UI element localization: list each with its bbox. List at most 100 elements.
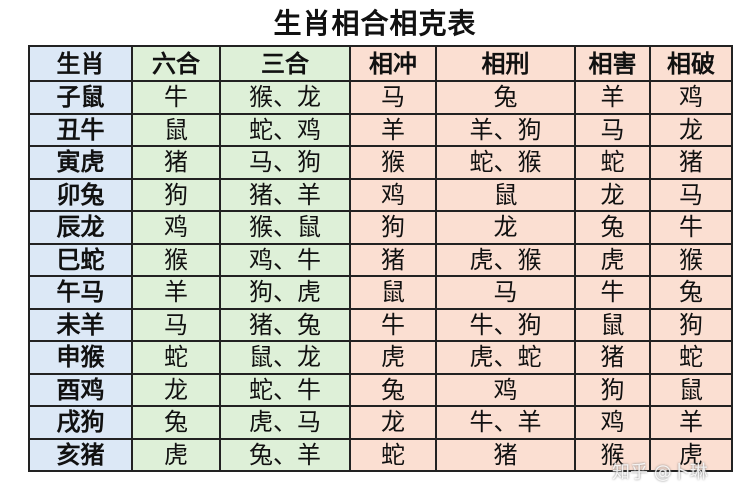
table-cell: 牛、羊 (435, 405, 576, 440)
zodiac-cell: 午马 (28, 275, 133, 310)
zodiac-compatibility-table: 生肖 六合 三合 相冲 相刑 相害 相破 子鼠牛猴、龙马兔羊鸡丑牛鼠蛇、鸡羊羊、狗马龙寅虎猪… (28, 45, 733, 472)
table-cell: 虎、猴 (435, 242, 576, 277)
table-cell: 狗 (649, 307, 733, 342)
table-row: 未羊马猪、兔牛牛、狗鼠狗 (28, 307, 733, 342)
table-cell: 虎 (649, 437, 733, 472)
table-cell: 鼠 (131, 112, 221, 147)
zodiac-cell: 酉鸡 (28, 372, 133, 407)
table-cell: 龙 (349, 405, 437, 440)
zodiac-cell: 巳蛇 (28, 242, 133, 277)
table-row: 子鼠牛猴、龙马兔羊鸡 (28, 80, 733, 115)
table-cell: 蛇 (349, 437, 437, 472)
column-header: 相害 (574, 45, 651, 82)
table-cell: 虎 (131, 437, 221, 472)
table-cell: 马 (349, 80, 437, 115)
table-cell: 鸡、牛 (219, 242, 351, 277)
table-cell: 狗、虎 (219, 275, 351, 310)
table-cell: 鼠 (349, 275, 437, 310)
table-cell: 羊 (649, 405, 733, 440)
table-cell: 猪 (131, 145, 221, 180)
table-cell: 猪、羊 (219, 177, 351, 212)
table-cell: 兔 (349, 372, 437, 407)
table-cell: 牛、狗 (435, 307, 576, 342)
table-row: 酉鸡龙蛇、牛兔鸡狗鼠 (28, 372, 733, 407)
table-cell: 羊 (131, 275, 221, 310)
table-cell: 虎、蛇 (435, 340, 576, 375)
table-cell: 狗 (349, 210, 437, 245)
column-header: 六合 (131, 45, 221, 82)
table-cell: 蛇、猴 (435, 145, 576, 180)
table-cell: 兔 (649, 275, 733, 310)
table-cell: 鸡 (349, 177, 437, 212)
table-cell: 龙 (574, 177, 651, 212)
table-cell: 兔 (435, 80, 576, 115)
table-row: 寅虎猪马、狗猴蛇、猴蛇猪 (28, 145, 733, 180)
table-row: 丑牛鼠蛇、鸡羊羊、狗马龙 (28, 112, 733, 147)
table-cell: 龙 (435, 210, 576, 245)
table-cell: 猴 (349, 145, 437, 180)
column-header: 相冲 (349, 45, 437, 82)
zodiac-cell: 子鼠 (28, 80, 133, 115)
table-cell: 猴、龙 (219, 80, 351, 115)
table-cell: 蛇 (649, 340, 733, 375)
table-cell: 猴 (574, 437, 651, 472)
column-header: 相破 (649, 45, 733, 82)
table-cell: 狗 (131, 177, 221, 212)
zodiac-cell: 未羊 (28, 307, 133, 342)
table-cell: 兔 (574, 210, 651, 245)
table-cell: 虎、马 (219, 405, 351, 440)
column-header: 相刑 (435, 45, 576, 82)
table-cell: 牛 (349, 307, 437, 342)
table-cell: 猴 (649, 242, 733, 277)
table-cell: 马、狗 (219, 145, 351, 180)
table-cell: 猪 (349, 242, 437, 277)
zodiac-cell: 亥猪 (28, 437, 133, 472)
zodiac-cell: 戌狗 (28, 405, 133, 440)
table-cell: 虎 (574, 242, 651, 277)
table-cell: 鸡 (574, 405, 651, 440)
table-cell: 蛇 (574, 145, 651, 180)
table-row: 午马羊狗、虎鼠马牛兔 (28, 275, 733, 310)
table-row: 卯兔狗猪、羊鸡鼠龙马 (28, 177, 733, 212)
table-row: 申猴蛇鼠、龙虎虎、蛇猪蛇 (28, 340, 733, 375)
table-cell: 马 (131, 307, 221, 342)
zodiac-cell: 寅虎 (28, 145, 133, 180)
table-cell: 马 (435, 275, 576, 310)
table-row: 辰龙鸡猴、鼠狗龙兔牛 (28, 210, 733, 245)
table-cell: 马 (574, 112, 651, 147)
table-cell: 鼠 (574, 307, 651, 342)
table-cell: 猪 (435, 437, 576, 472)
table-cell: 猴、鼠 (219, 210, 351, 245)
zodiac-cell: 卯兔 (28, 177, 133, 212)
table-cell: 鸡 (131, 210, 221, 245)
table-cell: 鼠 (435, 177, 576, 212)
table-cell: 龙 (131, 372, 221, 407)
table-row: 巳蛇猴鸡、牛猪虎、猴虎猴 (28, 242, 733, 277)
zodiac-cell: 申猴 (28, 340, 133, 375)
table-cell: 猪 (574, 340, 651, 375)
table-cell: 牛 (649, 210, 733, 245)
table-cell: 牛 (574, 275, 651, 310)
page-title: 生肖相合相克表 (273, 7, 477, 40)
table-cell: 羊 (574, 80, 651, 115)
table-cell: 龙 (649, 112, 733, 147)
table-cell: 兔、羊 (219, 437, 351, 472)
table-cell: 蛇、鸡 (219, 112, 351, 147)
table-cell: 兔 (131, 405, 221, 440)
table-cell: 羊、狗 (435, 112, 576, 147)
zodiac-cell: 丑牛 (28, 112, 133, 147)
table-cell: 马 (649, 177, 733, 212)
table-header-row: 生肖 六合 三合 相冲 相刑 相害 相破 (28, 45, 733, 82)
table-cell: 鼠、龙 (219, 340, 351, 375)
table-cell: 羊 (349, 112, 437, 147)
table-cell: 蛇 (131, 340, 221, 375)
table-cell: 鸡 (649, 80, 733, 115)
table-cell: 蛇、牛 (219, 372, 351, 407)
table-cell: 狗 (574, 372, 651, 407)
table-cell: 鼠 (649, 372, 733, 407)
table-cell: 虎 (349, 340, 437, 375)
table-cell: 鸡 (435, 372, 576, 407)
table-cell: 猪、兔 (219, 307, 351, 342)
table-cell: 猴 (131, 242, 221, 277)
table-cell: 猪 (649, 145, 733, 180)
